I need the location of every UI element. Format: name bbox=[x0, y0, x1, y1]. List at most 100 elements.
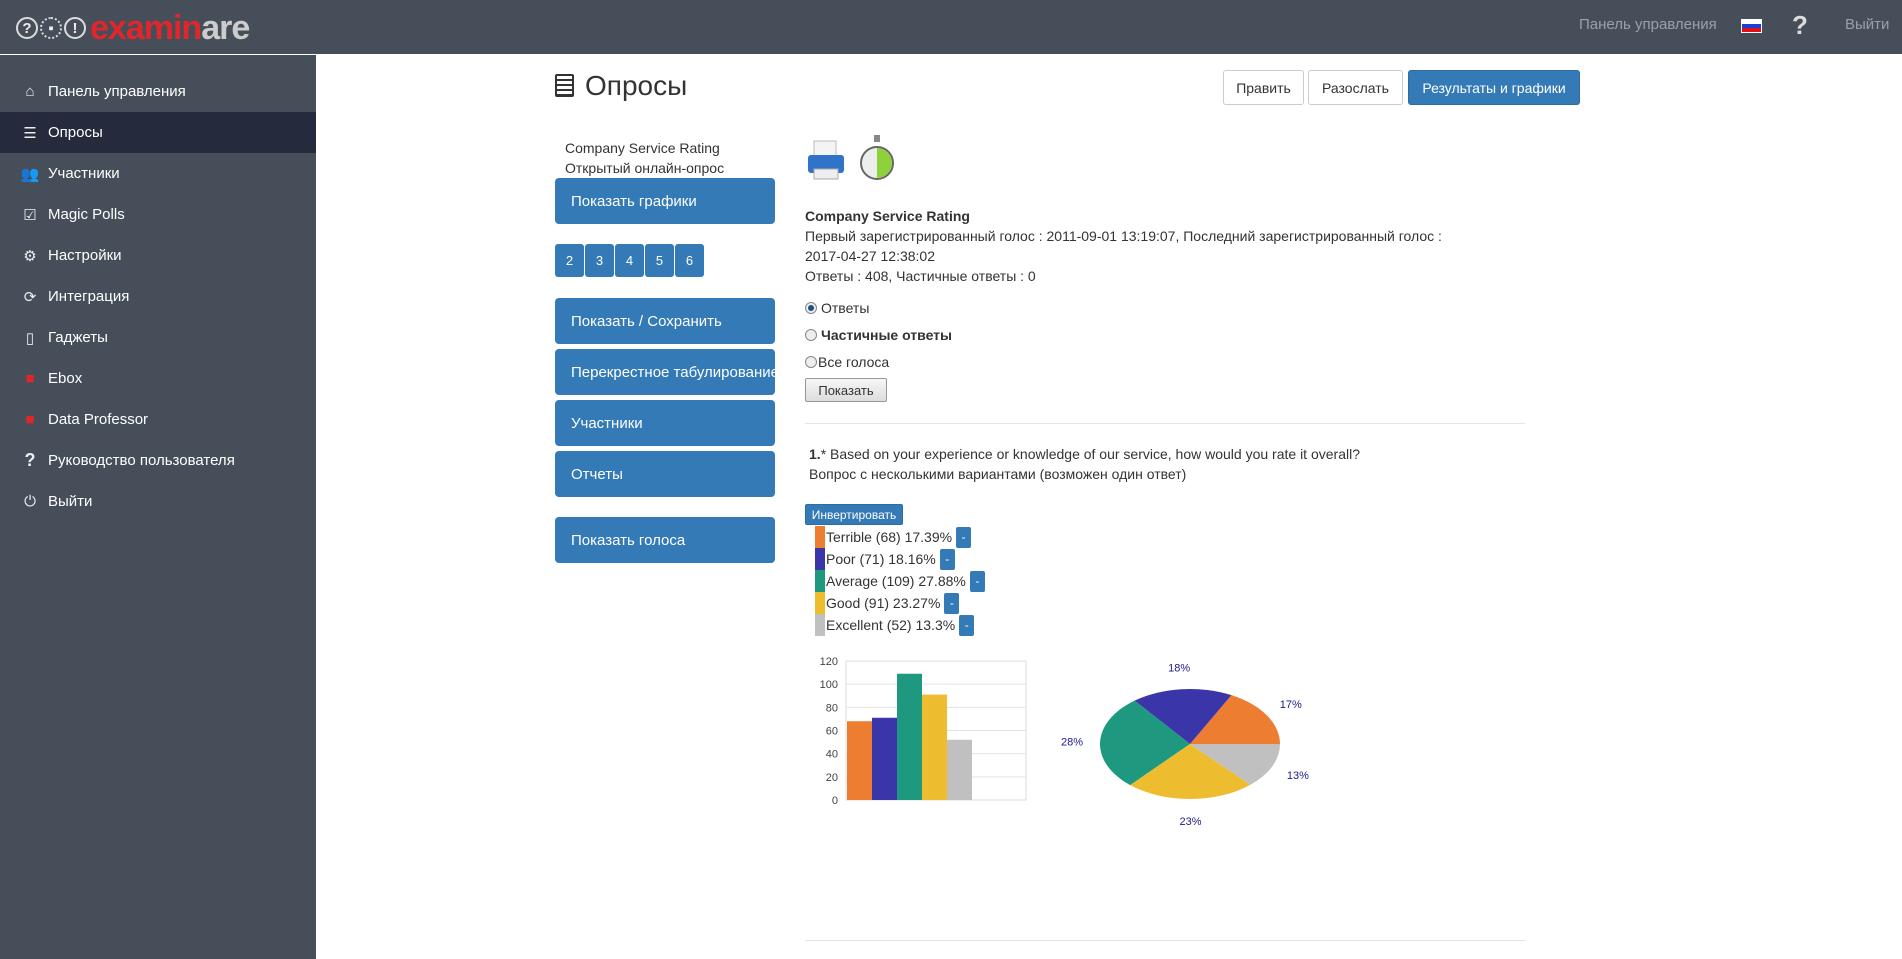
sidebar-item-label: Панель управления bbox=[48, 83, 186, 100]
sidebar-item-integration[interactable]: ⟳ Интеграция bbox=[0, 276, 316, 317]
question-icon: ? bbox=[24, 450, 36, 470]
legend-item: Good (91) 23.27% - bbox=[815, 592, 960, 614]
legend-item: Poor (71) 18.16% - bbox=[815, 548, 955, 570]
sidebar-item-gadgets[interactable]: ▯ Гаджеты bbox=[0, 317, 316, 358]
legend-swatch bbox=[815, 526, 825, 548]
pie-label: 23% bbox=[1179, 816, 1201, 828]
logo[interactable]: ? ▪ ! examinare bbox=[16, 8, 250, 48]
page-button[interactable]: 2 bbox=[555, 244, 584, 277]
help-icon[interactable]: ? bbox=[1792, 10, 1808, 40]
sidebar-item-settings[interactable]: ⚙ Настройки bbox=[0, 235, 316, 276]
sidebar-item-label: Data Professor bbox=[48, 411, 149, 428]
summary-last-vote-date: 2017-04-27 12:38:02 bbox=[805, 248, 935, 264]
show-save-button[interactable]: Показать / Сохранить bbox=[555, 298, 775, 344]
gift-box-icon: ■ bbox=[25, 370, 35, 387]
sidebar-item-user-guide[interactable]: ? Руководство пользователя bbox=[0, 440, 316, 481]
summary-first-last-vote: Первый зарегистрированный голос : 2011-0… bbox=[805, 228, 1442, 244]
gears-icon: ⚙ bbox=[23, 247, 37, 265]
show-button[interactable]: Показать bbox=[805, 378, 887, 402]
refresh-icon: ⟳ bbox=[23, 288, 37, 306]
results-button[interactable]: Результаты и графики bbox=[1408, 70, 1580, 105]
radio-answers[interactable]: Ответы bbox=[805, 300, 869, 316]
checkbox-icon: ☑ bbox=[23, 206, 37, 224]
edit-button[interactable]: Править bbox=[1223, 70, 1304, 105]
question-label: * Based on your experience or knowledge … bbox=[820, 446, 1360, 462]
radio-all-votes[interactable]: Все голоса bbox=[805, 354, 889, 370]
legend-swatch bbox=[815, 614, 825, 636]
sidebar-item-magic-polls[interactable]: ☑ Magic Polls bbox=[0, 194, 316, 235]
y-tick-label: 60 bbox=[826, 726, 838, 738]
header-logout-link[interactable]: Выйти bbox=[1845, 16, 1890, 33]
sidebar-item-participants[interactable]: 👥 Участники bbox=[0, 153, 316, 194]
radio-label: Частичные ответы bbox=[821, 327, 952, 343]
legend-item: Terrible (68) 17.39% - bbox=[815, 526, 972, 548]
sidebar-item-surveys[interactable]: ☰ Опросы bbox=[0, 112, 316, 153]
sidebar-item-label: Настройки bbox=[48, 247, 122, 264]
header-dashboard-link[interactable]: Панель управления bbox=[1579, 16, 1717, 33]
bar-terrible bbox=[847, 721, 872, 800]
sidebar-item-logout[interactable]: ⏻ Выйти bbox=[0, 481, 316, 522]
remove-option-button[interactable]: - bbox=[969, 570, 985, 592]
sidebar: ⌂ Панель управления ☰ Опросы 👥 Участники ☑ M… bbox=[0, 54, 316, 959]
survey-type: Открытый онлайн-опрос bbox=[565, 160, 725, 176]
legend-swatch bbox=[815, 548, 825, 570]
y-tick-label: 80 bbox=[826, 702, 838, 714]
sidebar-item-dashboard[interactable]: ⌂ Панель управления bbox=[0, 71, 316, 112]
question-number: 1. bbox=[809, 446, 821, 462]
pie-label: 17% bbox=[1280, 699, 1302, 711]
legend-swatch bbox=[815, 570, 825, 592]
bar-excellent bbox=[947, 739, 972, 800]
survey-name: Company Service Rating bbox=[565, 140, 720, 156]
send-button[interactable]: Разослать bbox=[1308, 70, 1403, 105]
pie-slice-excellent bbox=[1190, 744, 1280, 785]
page-button[interactable]: 3 bbox=[585, 244, 614, 277]
pie-slice-terrible bbox=[1190, 695, 1280, 744]
tablet-icon: ▯ bbox=[25, 329, 35, 347]
sidebar-item-data-professor[interactable]: ■ Data Professor bbox=[0, 399, 316, 440]
radio-button[interactable] bbox=[805, 329, 817, 341]
stopwatch-icon[interactable] bbox=[857, 133, 897, 187]
remove-option-button[interactable]: - bbox=[956, 526, 972, 548]
y-tick-label: 20 bbox=[826, 772, 838, 784]
summary-title: Company Service Rating bbox=[805, 208, 970, 224]
sidebar-item-label: Руководство пользователя bbox=[48, 452, 235, 469]
page-button[interactable]: 4 bbox=[615, 244, 644, 277]
radio-button[interactable] bbox=[805, 302, 817, 314]
show-charts-button[interactable]: Показать графики bbox=[555, 178, 775, 224]
sidebar-item-ebox[interactable]: ■ Ebox bbox=[0, 358, 316, 399]
sidebar-item-label: Гаджеты bbox=[48, 329, 108, 346]
power-icon: ⏻ bbox=[24, 493, 36, 510]
remove-option-button[interactable]: - bbox=[959, 614, 975, 636]
pie-slice-average bbox=[1100, 700, 1190, 786]
pie-label: 28% bbox=[1061, 737, 1083, 749]
show-votes-button[interactable]: Показать голоса bbox=[555, 517, 775, 563]
y-tick-label: 0 bbox=[832, 795, 838, 807]
remove-option-button[interactable]: - bbox=[944, 592, 960, 614]
survey-icon bbox=[555, 74, 574, 97]
page-button[interactable]: 5 bbox=[645, 244, 674, 277]
crosstab-button[interactable]: Перекрестное табулирование bbox=[555, 349, 775, 395]
invert-button[interactable]: Инвертировать bbox=[805, 504, 903, 525]
bar-poor bbox=[872, 717, 897, 800]
radio-button[interactable] bbox=[805, 356, 817, 368]
print-icon[interactable] bbox=[806, 135, 896, 187]
pie-slice-poor bbox=[1134, 689, 1232, 744]
ru-flag-icon[interactable] bbox=[1741, 19, 1762, 33]
home-icon: ⌂ bbox=[25, 83, 35, 100]
logo-chat-icon: ▪ bbox=[40, 17, 62, 39]
bar-good bbox=[922, 694, 947, 800]
page-title: Опросы bbox=[585, 70, 688, 101]
radio-partial[interactable]: Частичные ответы bbox=[805, 327, 952, 343]
sidebar-item-label: Участники bbox=[48, 165, 120, 182]
page-button[interactable]: 6 bbox=[675, 244, 704, 277]
gift-box-icon: ■ bbox=[25, 411, 35, 428]
remove-option-button[interactable]: - bbox=[939, 548, 955, 570]
legend-swatch bbox=[815, 592, 825, 614]
participants-button[interactable]: Участники bbox=[555, 400, 775, 446]
legend-label: Average (109) 27.88% bbox=[826, 573, 966, 589]
y-tick-label: 40 bbox=[826, 749, 838, 761]
reports-button[interactable]: Отчеты bbox=[555, 451, 775, 497]
divider bbox=[805, 423, 1525, 424]
legend-item: Average (109) 27.88% - bbox=[815, 570, 985, 592]
summary-answers-count: Ответы : 408, Частичные ответы : 0 bbox=[805, 268, 1036, 284]
